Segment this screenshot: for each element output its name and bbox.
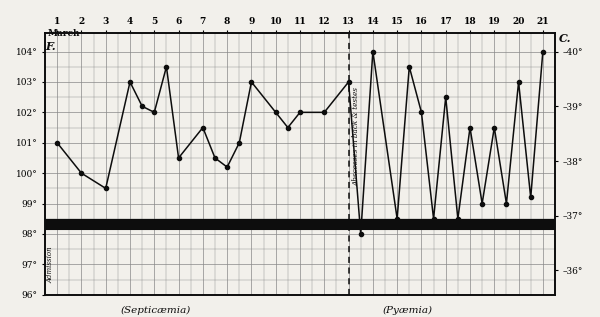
- Text: C.: C.: [559, 33, 572, 44]
- Text: F.: F.: [45, 41, 56, 52]
- Bar: [45, 220, 555, 230]
- Text: Abscesses in back & testes: Abscesses in back & testes: [353, 87, 361, 186]
- Text: (Pyæmia): (Pyæmia): [383, 306, 433, 315]
- Text: March: March: [48, 29, 80, 38]
- Text: (Septicæmia): (Septicæmia): [121, 306, 191, 315]
- Text: Admission: Admission: [47, 246, 55, 283]
